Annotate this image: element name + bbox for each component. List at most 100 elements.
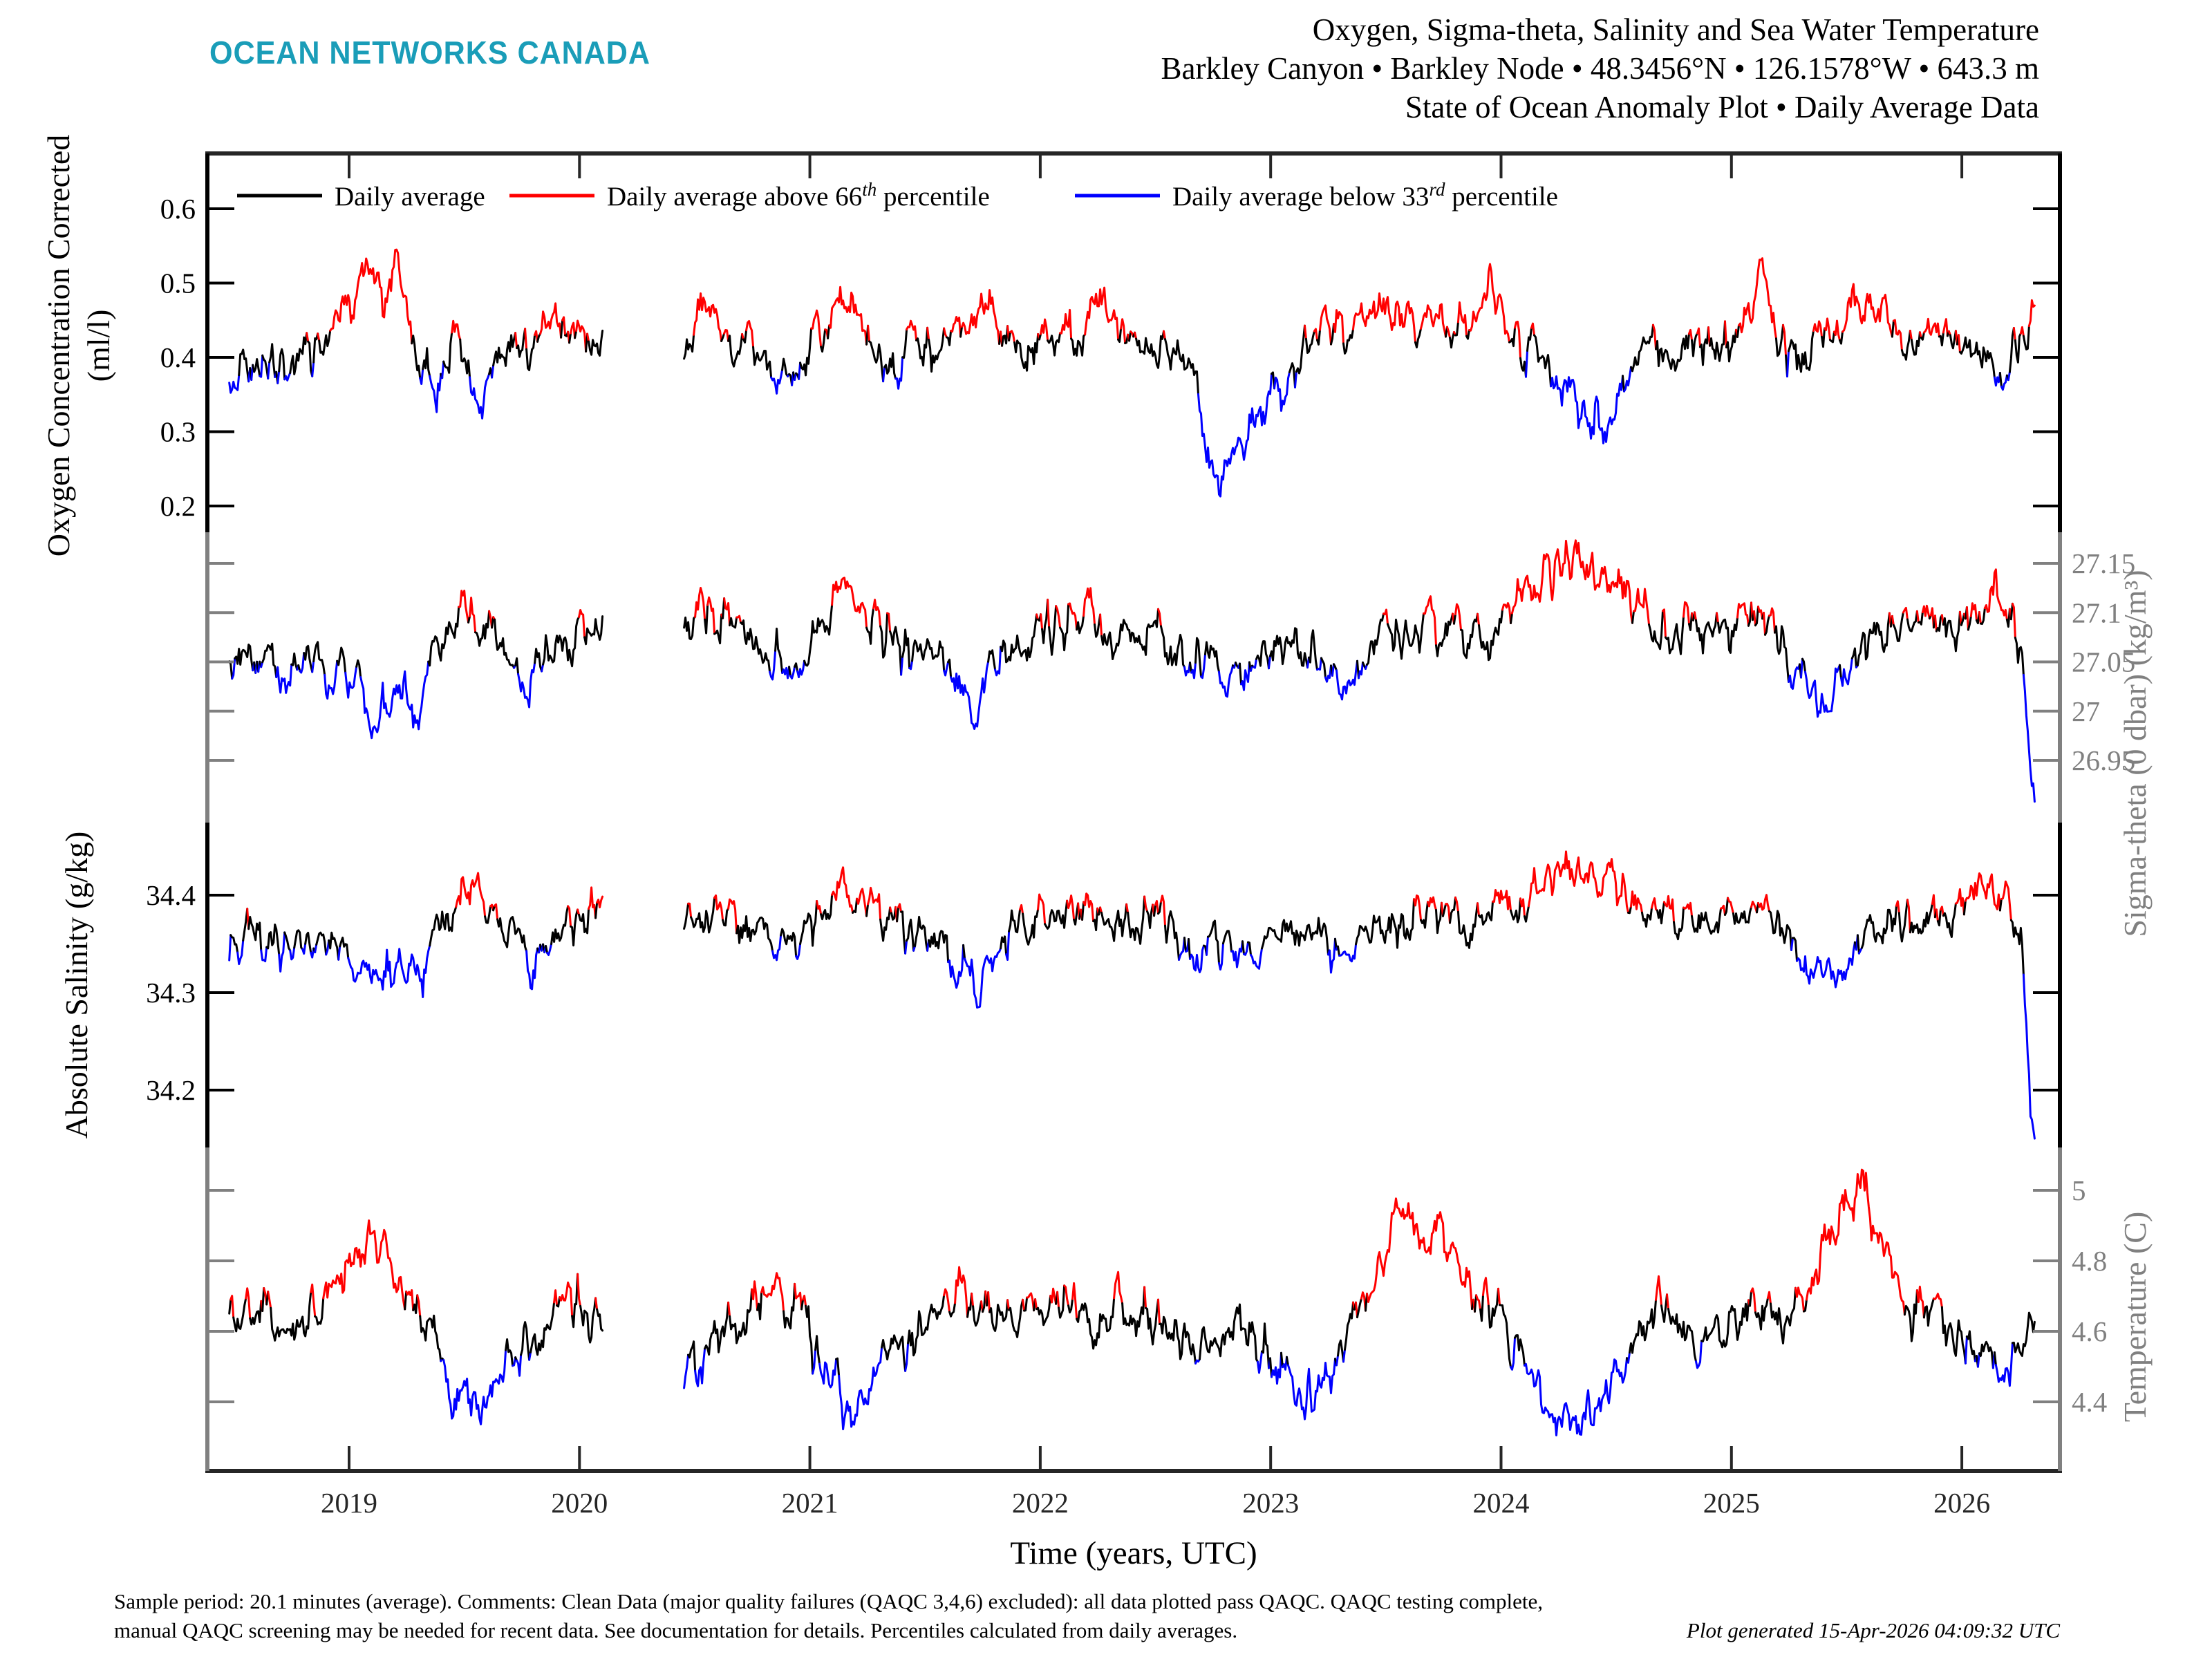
series-temperature-segment (943, 1288, 951, 1313)
series-oxygen-segment (1724, 320, 1727, 348)
series-salinity-segment (1492, 889, 1512, 912)
series-temperature-segment (1287, 1358, 1336, 1421)
series-salinity-segment (1178, 937, 1185, 961)
series-sigma_theta-segment (1736, 602, 1750, 627)
series-temperature-segment (1261, 1322, 1270, 1369)
series-salinity-segment (314, 944, 318, 954)
series-temperature-segment (838, 1346, 883, 1431)
series-oxygen-segment (560, 319, 564, 339)
series-temperature-segment (800, 1298, 805, 1311)
series-sigma_theta-segment (1453, 613, 1456, 625)
series-sigma_theta-segment (803, 603, 834, 667)
series-sigma_theta-segment (583, 615, 604, 646)
series-sigma_theta-segment (1194, 637, 1202, 678)
series-temperature-segment (1366, 1197, 1473, 1311)
series-sigma_theta-segment (1183, 662, 1191, 677)
series-salinity-segment (1935, 908, 1939, 923)
series-sigma_theta-segment (1891, 615, 1895, 626)
series-oxygen-segment (810, 309, 823, 348)
series-sigma_theta-segment (911, 638, 946, 672)
series-sigma_theta-segment (1763, 612, 1766, 636)
series-salinity-segment (242, 908, 249, 941)
series-salinity-segment (900, 910, 907, 955)
series-oxygen-segment (1163, 330, 1166, 341)
series-sigma_theta-segment (299, 652, 306, 674)
series-temperature-segment (1006, 1299, 1011, 1311)
series-salinity-segment (735, 915, 774, 953)
series-temperature-segment (232, 1297, 247, 1333)
series-sigma_theta-segment (517, 662, 536, 709)
series-sigma_theta-segment (1253, 658, 1257, 669)
series-temperature-segment (1344, 1301, 1354, 1351)
series-oxygen-segment (312, 332, 319, 364)
series-sigma_theta-segment (1047, 599, 1051, 628)
series-salinity-segment (683, 902, 690, 930)
y-tick-label-temperature: 4.8 (2072, 1245, 2107, 1277)
series-salinity-segment (1998, 898, 2003, 912)
footer-comments-line2: manual QAQC screening may be needed for … (114, 1618, 1237, 1642)
series-salinity-segment (1000, 935, 1008, 956)
series-temperature-segment (1360, 1291, 1367, 1312)
series-salinity-segment (831, 866, 854, 914)
series-temperature-segment (1655, 1275, 1662, 1307)
series-sigma_theta-segment (694, 587, 706, 621)
series-oxygen-segment (720, 332, 726, 342)
series-temperature-segment (1700, 1299, 1750, 1349)
series-sigma_theta-segment (427, 606, 460, 667)
series-oxygen-segment (1833, 319, 1841, 341)
series-temperature-segment (1023, 1296, 1029, 1312)
series-sigma_theta-segment (494, 618, 516, 669)
series-oxygen-segment (586, 332, 590, 343)
series-temperature-segment (1071, 1282, 1078, 1320)
series-oxygen-segment (1998, 372, 2003, 388)
series-temperature-segment (1806, 1168, 1906, 1316)
series-temperature-segment (1915, 1285, 1925, 1319)
series-temperature-segment (1994, 1342, 2014, 1387)
series-sigma_theta-segment (1067, 602, 1078, 631)
series-salinity-segment (2009, 919, 2025, 976)
series-temperature-segment (1627, 1351, 1631, 1364)
series-salinity-segment (1188, 938, 1191, 960)
y-tick-label-salinity: 34.4 (146, 879, 196, 911)
series-temperature-segment (1026, 1292, 1035, 1312)
series-temperature-segment (1964, 1335, 1968, 1365)
series-salinity-segment (1206, 935, 1209, 956)
series-sigma_theta-segment (683, 615, 697, 641)
x-tick-label: 2026 (1933, 1487, 1990, 1519)
series-temperature-segment (704, 1301, 730, 1356)
series-temperature-segment (966, 1292, 973, 1318)
series-salinity-segment (1931, 894, 1936, 919)
series-oxygen-segment (1949, 330, 1957, 350)
series-oxygen-segment (1271, 371, 1275, 390)
series-sigma_theta-segment (234, 644, 254, 672)
series-salinity-segment (293, 929, 304, 950)
series-sigma_theta-segment (704, 603, 709, 635)
y-axis-title-oxygen-line1: Oxygen Concentration Corrected (41, 135, 76, 557)
series-oxygen-segment (693, 292, 723, 342)
series-oxygen-segment (950, 316, 962, 338)
legend-label-daily-average: Daily average (335, 182, 485, 212)
series-salinity-segment (1207, 919, 1220, 964)
series-sigma_theta-segment (1967, 615, 1972, 631)
series-oxygen-segment (2000, 374, 2008, 391)
series-sigma_theta-segment (706, 596, 716, 635)
series-temperature-segment (818, 1358, 838, 1389)
series-oxygen-segment (1454, 321, 1459, 337)
series-salinity-segment (484, 905, 492, 924)
series-oxygen-segment (1821, 327, 1826, 348)
series-oxygen-segment (1699, 326, 1709, 366)
series-temperature-segment (988, 1299, 1009, 1332)
series-oxygen-segment (1910, 331, 1921, 356)
series-sigma_theta-segment (1099, 613, 1103, 637)
series-salinity-segment (799, 900, 818, 947)
series-salinity-segment (1189, 944, 1205, 973)
series-oxygen-segment (828, 285, 868, 346)
series-temperature-segment (812, 1349, 817, 1375)
series-salinity-segment (1895, 900, 1900, 915)
series-salinity-segment (567, 905, 572, 928)
series-oxygen-segment (959, 326, 964, 338)
series-oxygen-segment (1909, 330, 1913, 341)
series-salinity-segment (1125, 903, 1130, 914)
